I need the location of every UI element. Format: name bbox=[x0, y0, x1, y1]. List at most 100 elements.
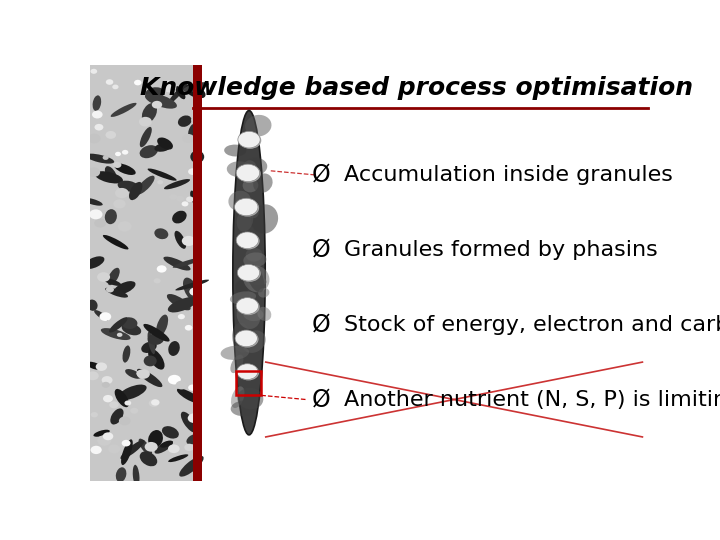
Circle shape bbox=[125, 401, 131, 406]
Ellipse shape bbox=[125, 369, 141, 379]
Circle shape bbox=[89, 210, 102, 219]
Ellipse shape bbox=[101, 328, 130, 340]
Circle shape bbox=[238, 265, 261, 282]
Text: Ø: Ø bbox=[312, 313, 331, 336]
Ellipse shape bbox=[154, 228, 168, 239]
Bar bbox=[235, 371, 261, 395]
Circle shape bbox=[186, 197, 194, 202]
Circle shape bbox=[236, 232, 258, 248]
Ellipse shape bbox=[148, 332, 156, 354]
Circle shape bbox=[119, 416, 130, 426]
Circle shape bbox=[239, 132, 261, 149]
Ellipse shape bbox=[181, 411, 197, 433]
Ellipse shape bbox=[156, 315, 168, 336]
Ellipse shape bbox=[145, 93, 177, 109]
Ellipse shape bbox=[178, 116, 192, 127]
Circle shape bbox=[91, 412, 98, 417]
Circle shape bbox=[94, 219, 107, 227]
Ellipse shape bbox=[233, 111, 265, 435]
Circle shape bbox=[238, 233, 260, 249]
Ellipse shape bbox=[253, 173, 273, 193]
Ellipse shape bbox=[163, 256, 191, 271]
Circle shape bbox=[168, 375, 181, 384]
Ellipse shape bbox=[118, 384, 147, 400]
Ellipse shape bbox=[140, 145, 158, 158]
Circle shape bbox=[137, 369, 150, 379]
Ellipse shape bbox=[184, 84, 206, 98]
Circle shape bbox=[151, 399, 160, 406]
Circle shape bbox=[115, 188, 129, 198]
Ellipse shape bbox=[137, 369, 163, 387]
Ellipse shape bbox=[235, 280, 248, 294]
Ellipse shape bbox=[83, 198, 103, 206]
Circle shape bbox=[182, 134, 194, 143]
Ellipse shape bbox=[140, 127, 152, 147]
Ellipse shape bbox=[237, 209, 253, 232]
Text: Granules formed by phasins: Granules formed by phasins bbox=[344, 240, 657, 260]
Circle shape bbox=[181, 201, 189, 206]
Circle shape bbox=[91, 446, 102, 454]
Text: Accumulation inside granules: Accumulation inside granules bbox=[344, 165, 672, 185]
Ellipse shape bbox=[174, 231, 186, 249]
Circle shape bbox=[237, 364, 258, 380]
Circle shape bbox=[157, 180, 163, 185]
Ellipse shape bbox=[105, 166, 117, 183]
Circle shape bbox=[235, 198, 258, 216]
Ellipse shape bbox=[145, 87, 164, 99]
Circle shape bbox=[128, 268, 135, 273]
Ellipse shape bbox=[243, 158, 267, 175]
Bar bbox=[193, 65, 202, 481]
Circle shape bbox=[136, 370, 145, 377]
Circle shape bbox=[176, 381, 187, 389]
Ellipse shape bbox=[246, 248, 262, 262]
Ellipse shape bbox=[186, 434, 200, 444]
Ellipse shape bbox=[168, 454, 189, 462]
Circle shape bbox=[191, 116, 201, 124]
Circle shape bbox=[169, 194, 177, 200]
Ellipse shape bbox=[230, 355, 243, 373]
Ellipse shape bbox=[172, 211, 186, 224]
Circle shape bbox=[87, 167, 100, 177]
Ellipse shape bbox=[190, 151, 204, 163]
Ellipse shape bbox=[114, 164, 135, 175]
Ellipse shape bbox=[242, 330, 266, 353]
Circle shape bbox=[190, 289, 197, 294]
Ellipse shape bbox=[162, 426, 179, 438]
Ellipse shape bbox=[114, 389, 129, 407]
Ellipse shape bbox=[116, 467, 127, 482]
Ellipse shape bbox=[227, 161, 253, 178]
Circle shape bbox=[157, 265, 166, 273]
Text: Knowledge based process optimisation: Knowledge based process optimisation bbox=[140, 76, 693, 100]
Circle shape bbox=[94, 124, 104, 131]
Ellipse shape bbox=[142, 103, 157, 123]
Circle shape bbox=[178, 314, 185, 319]
Circle shape bbox=[88, 134, 101, 143]
Ellipse shape bbox=[136, 176, 155, 194]
Circle shape bbox=[112, 85, 119, 89]
Ellipse shape bbox=[86, 362, 102, 370]
Ellipse shape bbox=[176, 86, 186, 99]
Ellipse shape bbox=[110, 408, 124, 424]
Ellipse shape bbox=[258, 288, 269, 298]
Text: Stock of energy, electron and carbon: Stock of energy, electron and carbon bbox=[344, 315, 720, 335]
Circle shape bbox=[122, 150, 128, 154]
Ellipse shape bbox=[144, 355, 157, 366]
Circle shape bbox=[188, 168, 197, 175]
Circle shape bbox=[236, 298, 258, 314]
Bar bbox=[90, 65, 200, 481]
Circle shape bbox=[235, 330, 258, 347]
Circle shape bbox=[102, 382, 110, 388]
Circle shape bbox=[145, 442, 158, 451]
Ellipse shape bbox=[164, 179, 190, 190]
Ellipse shape bbox=[224, 145, 246, 157]
Ellipse shape bbox=[148, 168, 176, 181]
Text: Another nutrient (N, S, P) is limiting: Another nutrient (N, S, P) is limiting bbox=[344, 389, 720, 409]
Circle shape bbox=[122, 440, 130, 447]
Circle shape bbox=[139, 117, 152, 126]
Circle shape bbox=[236, 331, 258, 348]
Circle shape bbox=[185, 325, 192, 330]
Ellipse shape bbox=[183, 278, 199, 301]
Circle shape bbox=[113, 199, 126, 208]
Circle shape bbox=[189, 288, 200, 296]
Circle shape bbox=[103, 395, 113, 402]
